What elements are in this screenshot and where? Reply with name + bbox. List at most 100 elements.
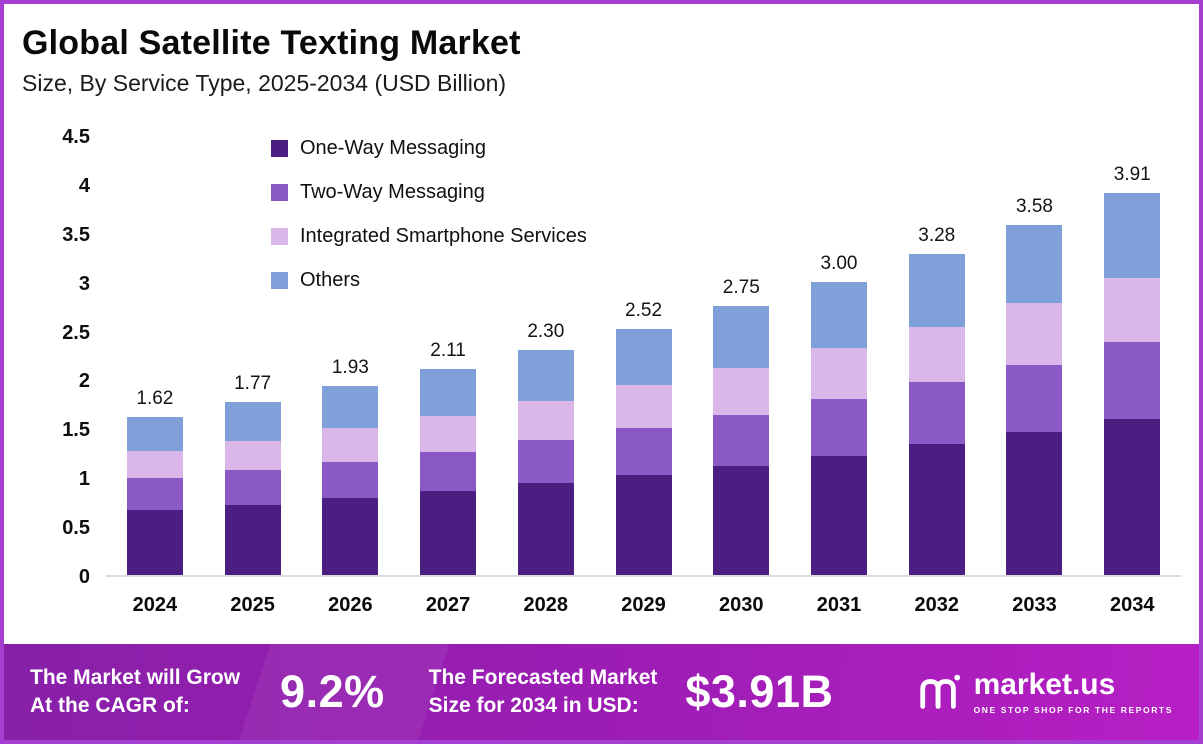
y-tick-label: 3.5 bbox=[62, 223, 90, 246]
x-axis-label: 2024 bbox=[132, 594, 178, 616]
brand-tagline: ONE STOP SHOP FOR THE REPORTS bbox=[973, 704, 1173, 715]
bar-segment bbox=[126, 450, 183, 479]
legend-item: One-Way Messaging bbox=[271, 137, 587, 160]
bar-segment bbox=[517, 350, 574, 401]
chart-title: Global Satellite Texting Market bbox=[22, 24, 521, 62]
bar-segment bbox=[908, 326, 965, 383]
stacked-bar bbox=[224, 401, 281, 575]
bar-segment bbox=[713, 414, 770, 467]
bar-total-label: 2.52 bbox=[625, 299, 663, 321]
bar-segment bbox=[420, 415, 477, 452]
bar-segment bbox=[224, 441, 281, 471]
cagr-label: The Market will Grow At the CAGR of: bbox=[30, 664, 240, 721]
bar-segment bbox=[1104, 192, 1161, 278]
bar-segment bbox=[224, 470, 281, 505]
bar-group-2033: 3.58 2033 bbox=[986, 137, 1084, 616]
stacked-bar bbox=[1104, 192, 1161, 575]
bar-segment bbox=[1006, 303, 1063, 365]
bar-series: 1.62 2024 1.77 2025 1.93 2026 2.11 2027 2.30 2028… bbox=[106, 137, 1181, 616]
x-axis-label: 2028 bbox=[523, 594, 569, 616]
bar-group-2034: 3.91 2034 bbox=[1083, 137, 1181, 616]
x-axis-label: 2033 bbox=[1012, 594, 1057, 616]
plot-area: One-Way Messaging Two-Way Messaging Integr… bbox=[106, 137, 1181, 616]
bar-total-label: 3.91 bbox=[1113, 163, 1151, 185]
bar-group-2025: 1.77 2025 bbox=[204, 137, 302, 616]
bar-total-label: 3.00 bbox=[820, 252, 858, 274]
bar-total-label: 1.93 bbox=[331, 357, 369, 379]
bar-segment bbox=[908, 443, 965, 575]
bar-group-2024: 1.62 2024 bbox=[106, 137, 204, 616]
x-axis-label: 2030 bbox=[719, 594, 764, 616]
cagr-label-line1: The Market will Grow bbox=[30, 665, 241, 689]
x-axis-label: 2026 bbox=[328, 594, 373, 616]
bar-group-2032: 3.28 2032 bbox=[888, 137, 986, 616]
bar-segment bbox=[615, 428, 672, 476]
bar-segment bbox=[713, 466, 770, 575]
y-tick-label: 1 bbox=[78, 468, 90, 491]
y-axis: 0 0.5 1 1.5 2 2.5 3 3.5 4 4.5 bbox=[18, 126, 90, 588]
x-axis-label: 2025 bbox=[230, 594, 275, 616]
bar-group-2027: 2.11 2027 bbox=[399, 137, 497, 616]
legend: One-Way Messaging Two-Way Messaging Integr… bbox=[271, 137, 587, 292]
brand-text: market.us ONE STOP SHOP FOR THE REPORTS bbox=[973, 669, 1173, 715]
bar-segment bbox=[908, 254, 965, 327]
bar-group-2030: 2.75 2030 bbox=[692, 137, 790, 616]
forecast-label: The Forecasted Market Size for 2034 in U… bbox=[429, 664, 658, 721]
y-tick-label: 2.5 bbox=[62, 321, 90, 344]
legend-swatch bbox=[271, 228, 288, 245]
bar-segment bbox=[224, 504, 281, 575]
legend-swatch bbox=[271, 272, 288, 289]
legend-label: Others bbox=[300, 269, 361, 291]
bar-segment bbox=[420, 368, 477, 416]
footer-banner: The Market will Grow At the CAGR of: 9.2… bbox=[4, 644, 1199, 740]
legend-label: One-Way Messaging bbox=[300, 137, 486, 159]
bar-group-2031: 3.00 2031 bbox=[790, 137, 888, 616]
y-tick-label: 0 bbox=[78, 566, 90, 588]
bar-segment bbox=[615, 328, 672, 386]
bar-total-label: 3.28 bbox=[918, 225, 956, 247]
y-tick-label: 3 bbox=[78, 272, 90, 295]
bar-segment bbox=[517, 440, 574, 484]
bar-total-label: 1.77 bbox=[234, 372, 272, 394]
legend-swatch bbox=[271, 184, 288, 201]
bar-segment bbox=[420, 451, 477, 491]
bar-total-label: 2.75 bbox=[722, 277, 760, 299]
bar-segment bbox=[126, 478, 183, 511]
legend-swatch bbox=[271, 140, 288, 157]
bar-segment bbox=[615, 385, 672, 429]
x-axis-label: 2029 bbox=[621, 594, 666, 616]
x-axis-label: 2032 bbox=[914, 594, 959, 616]
cagr-label-line2: At the CAGR of: bbox=[30, 694, 190, 717]
bar-segment bbox=[811, 348, 867, 400]
bar-total-label: 3.58 bbox=[1015, 195, 1053, 217]
market-us-logo-icon bbox=[919, 674, 960, 709]
bar-group-2026: 1.93 2026 bbox=[301, 137, 399, 616]
stacked-bar bbox=[615, 328, 672, 575]
bar-segment bbox=[1104, 342, 1161, 419]
bar-segment bbox=[811, 399, 867, 456]
header: Global Satellite Texting Market Size, By… bbox=[22, 24, 521, 97]
legend-label: Integrated Smartphone Services bbox=[300, 225, 587, 247]
bar-group-2029: 2.52 2029 bbox=[595, 137, 693, 616]
legend-item: Two-Way Messaging bbox=[271, 181, 587, 204]
cagr-value: 9.2% bbox=[280, 666, 385, 717]
bar-total-label: 2.30 bbox=[527, 321, 565, 343]
brand: market.us ONE STOP SHOP FOR THE REPORTS bbox=[916, 669, 1173, 715]
bar-segment bbox=[322, 428, 379, 462]
legend-item: Integrated Smartphone Services bbox=[271, 225, 587, 248]
bar-segment bbox=[322, 386, 379, 429]
bar-segment bbox=[615, 475, 672, 575]
bar-segment bbox=[517, 483, 574, 575]
bar-segment bbox=[713, 306, 770, 368]
stacked-bar-chart: 0 0.5 1 1.5 2 2.5 3 3.5 4 4.5 One-Way Messaging Tw… bbox=[18, 126, 1185, 616]
bar-segment bbox=[322, 497, 379, 575]
legend-item: Others bbox=[271, 269, 587, 292]
forecast-value: $3.91B bbox=[685, 666, 834, 717]
bar-segment bbox=[517, 400, 574, 441]
stacked-bar bbox=[322, 386, 379, 575]
bar-segment bbox=[322, 461, 379, 498]
forecast-label-line2: Size for 2034 in USD: bbox=[428, 694, 639, 717]
forecast-label-line1: The Forecasted Market bbox=[428, 665, 658, 689]
stacked-bar bbox=[1006, 224, 1063, 575]
stacked-bar bbox=[420, 368, 477, 575]
